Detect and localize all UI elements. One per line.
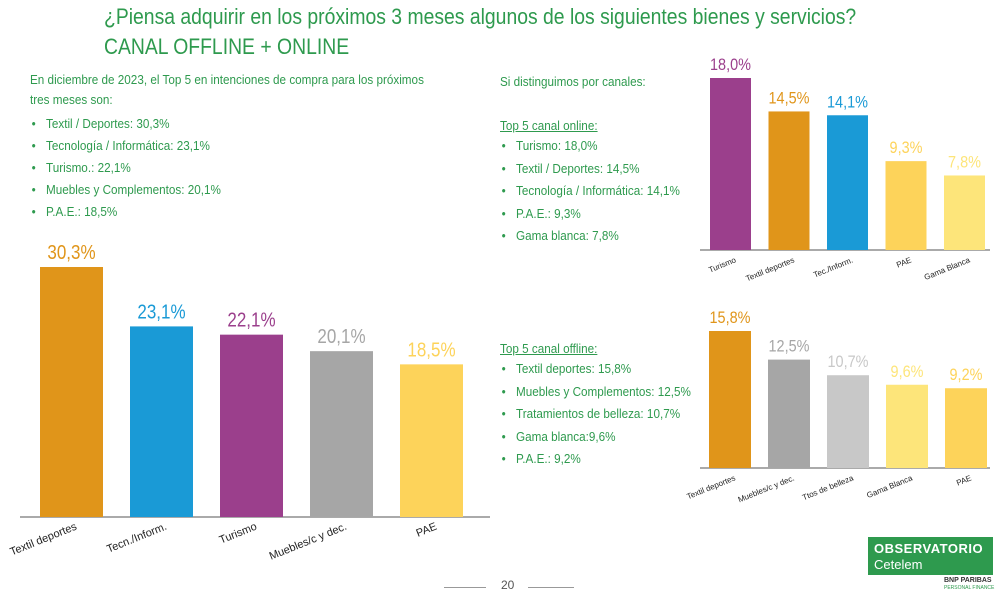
- bar: [400, 364, 463, 517]
- category-label: Textil deportes: [686, 474, 737, 502]
- value-label: 9,6%: [891, 363, 924, 381]
- bar: [768, 359, 810, 468]
- intro-text: tres meses son:: [30, 92, 113, 107]
- value-label: 15,8%: [710, 309, 751, 327]
- logo-bank: BNP PARIBAS: [944, 577, 992, 584]
- category-label: Gama Blanca: [865, 473, 914, 500]
- bar: [130, 326, 193, 517]
- value-label: 23,1%: [137, 300, 185, 323]
- value-label: 9,2%: [950, 366, 983, 384]
- value-label: 7,8%: [948, 153, 981, 171]
- logo-title: OBSERVATORIO: [874, 541, 984, 556]
- online-heading: Top 5 canal online:: [500, 118, 598, 133]
- bullet: Tecnología / Informática: 23,1%: [32, 138, 210, 153]
- bar: [310, 351, 373, 517]
- bar: [220, 334, 283, 517]
- bar: [40, 267, 103, 517]
- channels-text: Si distinguimos por canales:: [500, 74, 646, 89]
- bar: [944, 175, 985, 250]
- bar: [827, 375, 869, 468]
- bullet: Tratamientos de belleza: 10,7%: [502, 406, 681, 421]
- bar: [945, 388, 987, 468]
- footer-line: [528, 587, 574, 588]
- bar: [885, 161, 927, 250]
- bullet: Turismo.: 22,1%: [32, 160, 131, 175]
- logo-bank-sub: PERSONAL FINANCE: [944, 585, 995, 591]
- logo-box: [868, 537, 993, 575]
- bullet: Gama blanca: 7,8%: [502, 228, 619, 243]
- category-label: Textil deportes: [745, 256, 796, 284]
- intro-text: En diciembre de 2023, el Top 5 en intenc…: [30, 72, 424, 87]
- offline-heading: Top 5 canal offline:: [500, 341, 598, 356]
- value-label: 18,0%: [710, 56, 751, 74]
- category-label: Tecn./Inform.: [105, 521, 168, 556]
- value-label: 10,7%: [828, 353, 869, 371]
- bar: [886, 384, 928, 468]
- value-label: 14,1%: [827, 93, 868, 111]
- logo-subtitle: Cetelem: [874, 557, 923, 572]
- bullet: P.A.E.: 9,3%: [502, 206, 581, 221]
- page-number: 20: [501, 578, 515, 592]
- category-label: Ttos de belleza: [801, 473, 855, 502]
- bullet: P.A.E.: 9,2%: [502, 451, 581, 466]
- value-label: 12,5%: [769, 338, 810, 356]
- subtitle: CANAL OFFLINE + ONLINE: [104, 34, 350, 59]
- category-label: Turismo: [218, 521, 259, 547]
- bullet: Turismo: 18,0%: [502, 138, 598, 153]
- bar: [710, 78, 751, 250]
- value-label: 18,5%: [407, 338, 455, 361]
- title: ¿Piensa adquirir en los próximos 3 meses…: [104, 4, 857, 29]
- bullet: P.A.E.: 18,5%: [32, 204, 118, 219]
- category-label: Tec./Inform.: [812, 256, 854, 280]
- category-label: Textil deportes: [8, 520, 79, 558]
- category-label: Muebles/c y dec.: [737, 474, 796, 505]
- category-label: Gama Blanca: [923, 255, 972, 282]
- value-label: 20,1%: [317, 325, 365, 348]
- bullet: Gama blanca:9,6%: [502, 429, 616, 444]
- bullet: Tecnología / Informática: 14,1%: [502, 183, 680, 198]
- category-label: PAE: [955, 474, 973, 488]
- bar: [709, 331, 751, 468]
- value-label: 14,5%: [769, 89, 810, 107]
- bullet: Muebles y Complementos: 20,1%: [32, 182, 221, 197]
- bar: [768, 111, 810, 250]
- category-label: Muebles/c y dec.: [268, 521, 349, 563]
- value-label: 9,3%: [890, 139, 923, 157]
- category-label: PAE: [895, 256, 913, 270]
- bullet: Textil deportes: 15,8%: [502, 361, 632, 376]
- category-label: PAE: [414, 521, 438, 540]
- bullet: Textil / Deportes: 30,3%: [32, 116, 170, 131]
- value-label: 22,1%: [227, 308, 275, 331]
- bar: [827, 115, 868, 251]
- category-label: Turismo: [707, 255, 737, 274]
- bullet: Muebles y Complementos: 12,5%: [502, 384, 691, 399]
- footer-line: [444, 587, 486, 588]
- value-label: 30,3%: [47, 241, 95, 264]
- bullet: Textil / Deportes: 14,5%: [502, 161, 640, 176]
